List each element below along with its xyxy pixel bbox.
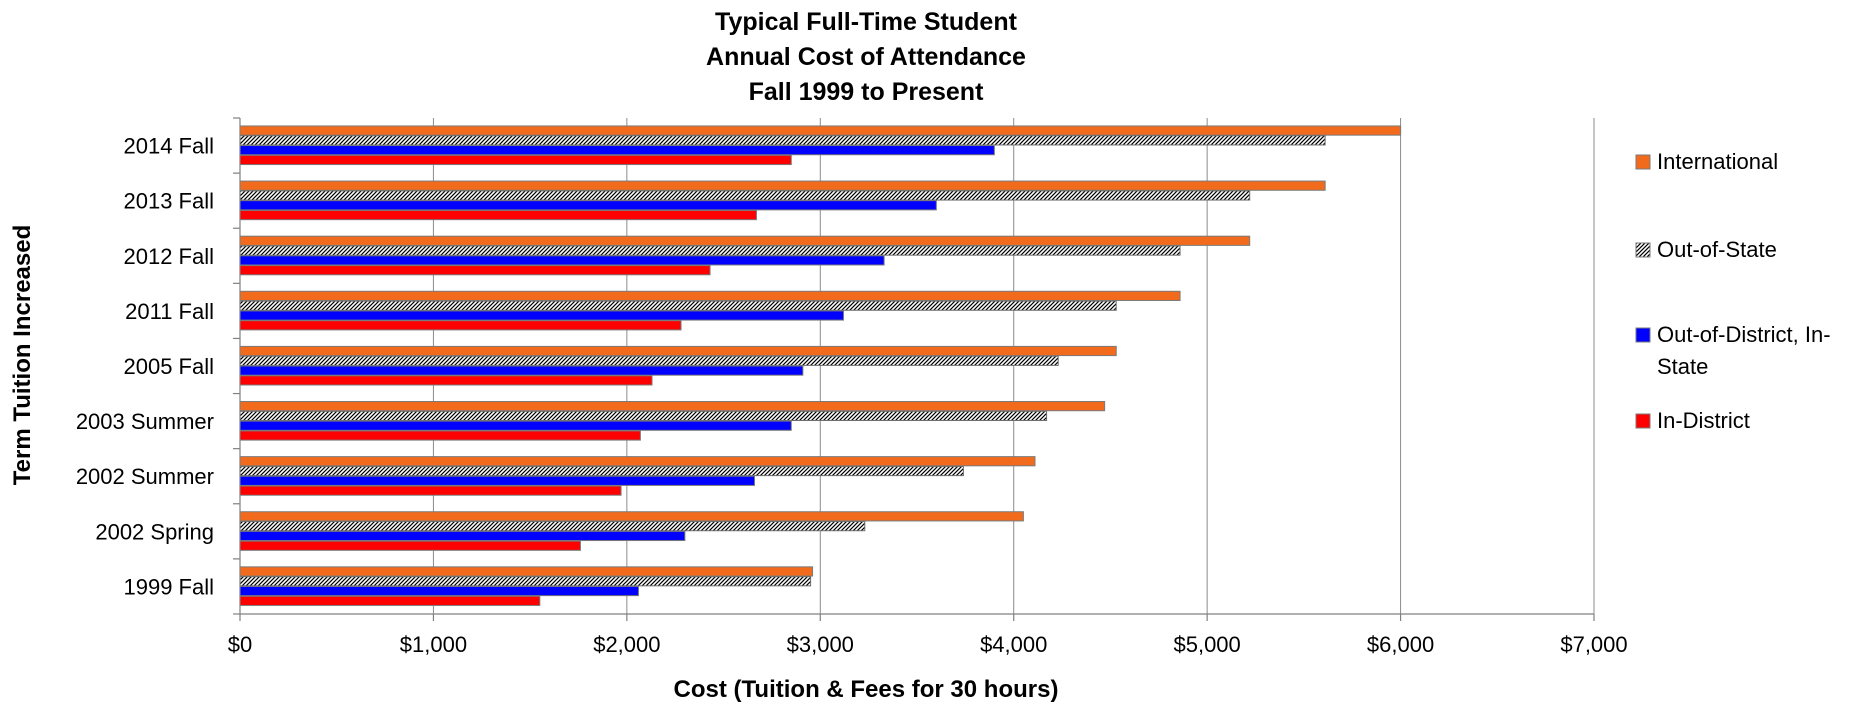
bar-in-district-2002-spring [240,541,580,550]
bar-out-of-state-1999-fall [240,577,811,586]
legend: International Out-of-State Out-of-District… [1636,149,1831,433]
category-label: 2011 Fall [125,299,214,324]
bar-out-of-district-in-state-2012-fall [240,256,884,265]
legend-item-out-of-state: Out-of-State [1636,237,1777,262]
x-tick-label: $4,000 [980,632,1047,657]
legend-label: International [1657,149,1778,174]
legend-item-out-of-district-in-state: Out-of-District, In-State [1636,322,1831,379]
category-label: 1999 Fall [123,574,214,599]
category-label: 2005 Fall [123,354,214,379]
bar-out-of-state-2011-fall [240,301,1116,310]
legend-swatch [1636,414,1650,428]
y-axis-title: Term Tuition Increased [9,225,36,486]
bar-out-of-state-2005-fall [240,356,1058,365]
bar-out-of-state-2012-fall [240,246,1180,255]
bar-international-2003-summer [240,402,1105,411]
bar-international-2012-fall [240,236,1250,245]
x-tick-label: $1,000 [400,632,467,657]
bar-out-of-district-in-state-2005-fall [240,366,803,375]
legend-label: Out-of-State [1657,237,1777,262]
bar-out-of-district-in-state-1999-fall [240,586,638,595]
bar-in-district-1999-fall [240,596,540,605]
category-labels: 2014 Fall 2013 Fall 2012 Fall 2011 Fall 2005… [76,134,214,600]
bar-out-of-state-2003-summer [240,411,1047,420]
bar-out-of-district-in-state-2003-summer [240,421,791,430]
chart-title: Typical Full-Time Student Annual Cost of… [706,8,1026,106]
bar-in-district-2002-summer [240,486,621,495]
bar-international-2002-spring [240,512,1023,521]
x-axis-title: Cost (Tuition & Fees for 30 hours) [674,676,1059,703]
bar-out-of-state-2002-spring [240,522,865,531]
bar-in-district-2013-fall [240,210,756,219]
bar-international-2014-fall [240,126,1401,135]
chart-title-line-1: Typical Full-Time Student [715,8,1018,36]
bar-international-2002-summer [240,457,1035,466]
bar-in-district-2012-fall [240,266,710,275]
legend-label: In-District [1657,408,1750,433]
category-label: 2013 Fall [123,189,214,214]
bar-out-of-district-in-state-2014-fall [240,146,994,155]
legend-swatch [1636,243,1650,257]
x-tick-label: $3,000 [787,632,854,657]
category-label: 2003 Summer [76,409,214,434]
bar-in-district-2014-fall [240,155,791,164]
bar-out-of-state-2013-fall [240,191,1250,200]
legend-swatch [1636,328,1650,342]
bar-out-of-state-2014-fall [240,136,1325,145]
bar-international-1999-fall [240,567,813,576]
bar-in-district-2005-fall [240,376,652,385]
bar-international-2013-fall [240,181,1325,190]
chart-title-line-3: Fall 1999 to Present [749,78,985,106]
bar-out-of-district-in-state-2002-summer [240,476,755,485]
legend-item-international: International [1636,149,1778,174]
x-tick-label: $5,000 [1173,632,1240,657]
legend-label: Out-of-District, In-State [1657,322,1831,379]
bar-international-2011-fall [240,291,1180,300]
legend-item-in-district: In-District [1636,408,1750,433]
bar-out-of-district-in-state-2013-fall [240,201,936,210]
x-tick-label: $7,000 [1560,632,1627,657]
category-label: 2012 Fall [123,244,214,269]
category-label: 2002 Spring [95,519,214,544]
bar-out-of-state-2002-summer [240,466,963,475]
category-label: 2014 Fall [123,134,214,159]
category-label: 2002 Summer [76,464,214,489]
chart-title-line-2: Annual Cost of Attendance [706,43,1026,71]
legend-swatch [1636,155,1650,169]
x-tick-label: $0 [228,632,252,657]
bar-in-district-2011-fall [240,321,681,330]
x-tick-label: $6,000 [1367,632,1434,657]
x-tick-label: $2,000 [593,632,660,657]
x-tick-labels: $0 $1,000 $2,000 $3,000 $4,000 $5,000 $6,000 $7… [228,632,1628,657]
bar-out-of-district-in-state-2002-spring [240,531,685,540]
bar-international-2005-fall [240,346,1116,355]
bar-in-district-2003-summer [240,431,640,440]
bar-out-of-district-in-state-2011-fall [240,311,843,320]
